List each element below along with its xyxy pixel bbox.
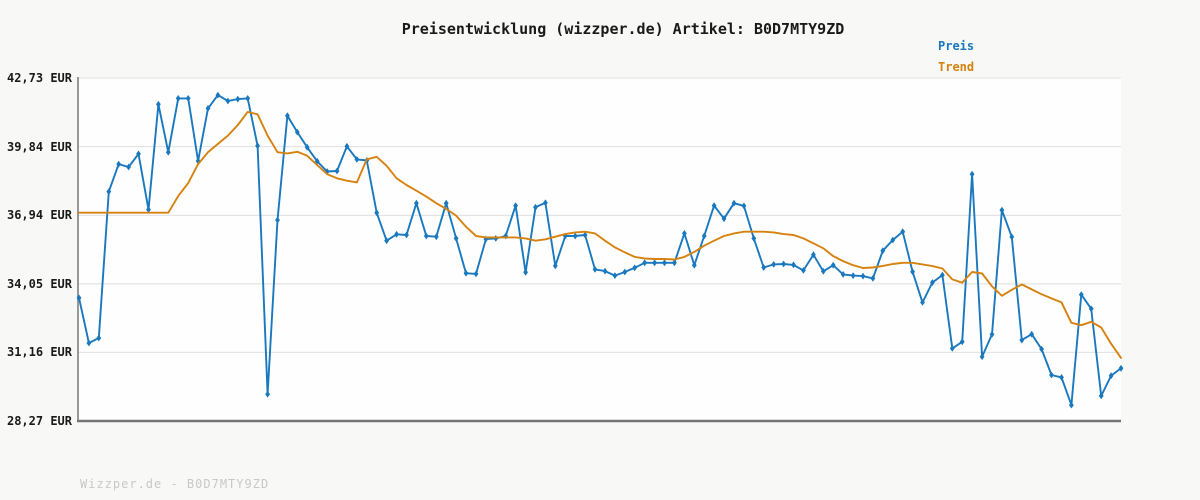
- y-tick-label: 34,05 EUR: [6, 276, 72, 291]
- legend-item-trend: Trend: [938, 60, 975, 74]
- legend-item-preis: Preis: [938, 39, 975, 53]
- price-point-markers: [76, 91, 1124, 409]
- y-tick-label: 28,27 EUR: [6, 414, 72, 428]
- y-tick-label: 42,73 EUR: [6, 71, 72, 85]
- chart-title: Preisentwicklung (wizzper.de) Artikel: B…: [401, 20, 845, 38]
- y-tick-label: 31,16 EUR: [6, 345, 72, 360]
- watermark: Wizzper.de - B0D7MTY9ZD: [80, 477, 270, 491]
- y-tick-label: 39,84 EUR: [6, 139, 72, 154]
- price-line: [78, 94, 1122, 407]
- plot-background: [78, 77, 1121, 421]
- y-tick-label: 36,94 EUR: [6, 208, 72, 223]
- trend-line: [78, 110, 1122, 359]
